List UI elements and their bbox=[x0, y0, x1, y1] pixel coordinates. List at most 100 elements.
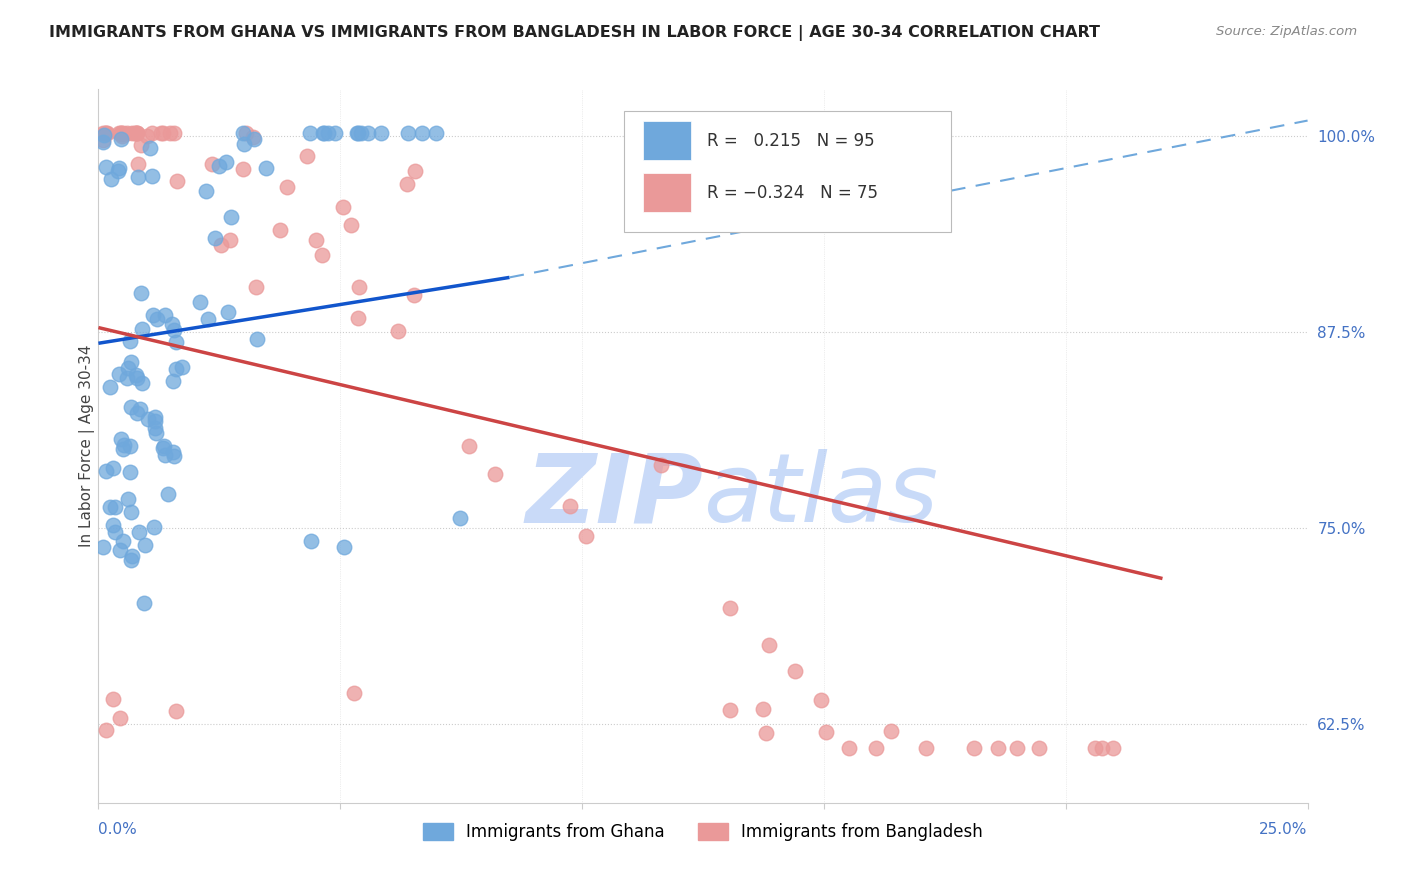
Point bbox=[91, 126, 114, 140]
Text: IMMIGRANTS FROM GHANA VS IMMIGRANTS FROM BANGLADESH IN LABOR FORCE | AGE 30-34 C: IMMIGRANTS FROM GHANA VS IMMIGRANTS FROM… bbox=[49, 25, 1101, 41]
Point bbox=[156, 487, 179, 501]
Point bbox=[783, 664, 806, 678]
Point bbox=[339, 218, 361, 232]
Point bbox=[201, 156, 224, 170]
Point bbox=[134, 596, 156, 610]
Point bbox=[342, 686, 364, 700]
Point bbox=[333, 541, 356, 555]
Point bbox=[142, 308, 165, 322]
Point bbox=[194, 184, 217, 198]
Point bbox=[100, 171, 122, 186]
Point bbox=[149, 126, 172, 140]
Point bbox=[103, 517, 125, 532]
Point bbox=[108, 367, 131, 381]
Point bbox=[242, 130, 264, 145]
Point bbox=[754, 726, 776, 740]
Point bbox=[129, 138, 152, 153]
Point bbox=[810, 693, 832, 707]
Point bbox=[108, 543, 131, 558]
Point bbox=[814, 724, 837, 739]
Point bbox=[141, 126, 163, 140]
Point bbox=[346, 126, 368, 140]
Point bbox=[219, 234, 242, 248]
Y-axis label: In Labor Force | Age 30-34: In Labor Force | Age 30-34 bbox=[79, 344, 96, 548]
Point bbox=[987, 740, 1010, 755]
Point bbox=[108, 711, 131, 725]
FancyBboxPatch shape bbox=[643, 173, 690, 212]
Point bbox=[141, 169, 163, 183]
Point bbox=[146, 312, 169, 326]
Point bbox=[312, 126, 335, 140]
Point bbox=[245, 279, 267, 293]
Point bbox=[96, 126, 118, 140]
Point bbox=[91, 135, 114, 149]
Point bbox=[276, 179, 298, 194]
Text: Source: ZipAtlas.com: Source: ZipAtlas.com bbox=[1216, 25, 1357, 38]
Text: R = −0.324   N = 75: R = −0.324 N = 75 bbox=[707, 184, 877, 202]
Point bbox=[235, 126, 257, 140]
Point bbox=[332, 200, 354, 214]
Point bbox=[411, 126, 433, 140]
Point bbox=[152, 441, 174, 455]
Point bbox=[96, 126, 118, 140]
Point bbox=[188, 295, 211, 310]
Point bbox=[243, 132, 266, 146]
Point bbox=[299, 126, 322, 140]
Point bbox=[125, 126, 148, 140]
Point bbox=[162, 374, 184, 388]
Point bbox=[98, 379, 121, 393]
Point bbox=[718, 601, 741, 615]
Point bbox=[758, 638, 780, 652]
Point bbox=[152, 126, 174, 140]
Point bbox=[93, 126, 115, 140]
Text: R =   0.215   N = 95: R = 0.215 N = 95 bbox=[707, 132, 875, 150]
Point bbox=[103, 692, 125, 706]
Point bbox=[915, 740, 938, 755]
Point bbox=[138, 141, 160, 155]
Point bbox=[347, 310, 370, 325]
Point bbox=[232, 126, 254, 140]
Point bbox=[125, 368, 148, 383]
Point bbox=[153, 448, 176, 462]
Point bbox=[94, 463, 117, 477]
Point bbox=[163, 323, 186, 337]
Point bbox=[449, 510, 471, 524]
Point bbox=[145, 425, 167, 440]
Point bbox=[121, 549, 143, 563]
Point bbox=[1084, 740, 1107, 755]
Point bbox=[104, 524, 127, 539]
Point bbox=[110, 132, 132, 146]
Point bbox=[396, 126, 419, 140]
Point bbox=[91, 133, 114, 147]
Point bbox=[117, 492, 139, 507]
Point bbox=[111, 129, 134, 144]
Point bbox=[232, 161, 254, 176]
Point bbox=[117, 371, 139, 385]
Point bbox=[752, 702, 775, 716]
Point bbox=[104, 500, 127, 515]
Point bbox=[163, 126, 186, 140]
Point bbox=[129, 286, 152, 301]
Point bbox=[108, 126, 131, 140]
Point bbox=[120, 553, 142, 567]
Point bbox=[838, 740, 860, 755]
Point bbox=[125, 406, 148, 420]
Point bbox=[963, 740, 986, 755]
Point bbox=[111, 126, 134, 140]
Text: atlas: atlas bbox=[703, 450, 938, 542]
Point bbox=[111, 442, 134, 456]
FancyBboxPatch shape bbox=[624, 111, 950, 232]
Point bbox=[269, 223, 291, 237]
Point bbox=[208, 160, 231, 174]
Point bbox=[94, 723, 117, 737]
FancyBboxPatch shape bbox=[643, 121, 690, 161]
Point bbox=[575, 529, 598, 543]
Point bbox=[115, 126, 138, 140]
Point bbox=[558, 500, 581, 514]
Point bbox=[215, 155, 238, 169]
Point bbox=[114, 437, 136, 451]
Point bbox=[350, 126, 373, 140]
Point bbox=[219, 211, 242, 225]
Point bbox=[118, 334, 141, 349]
Point bbox=[131, 321, 153, 335]
